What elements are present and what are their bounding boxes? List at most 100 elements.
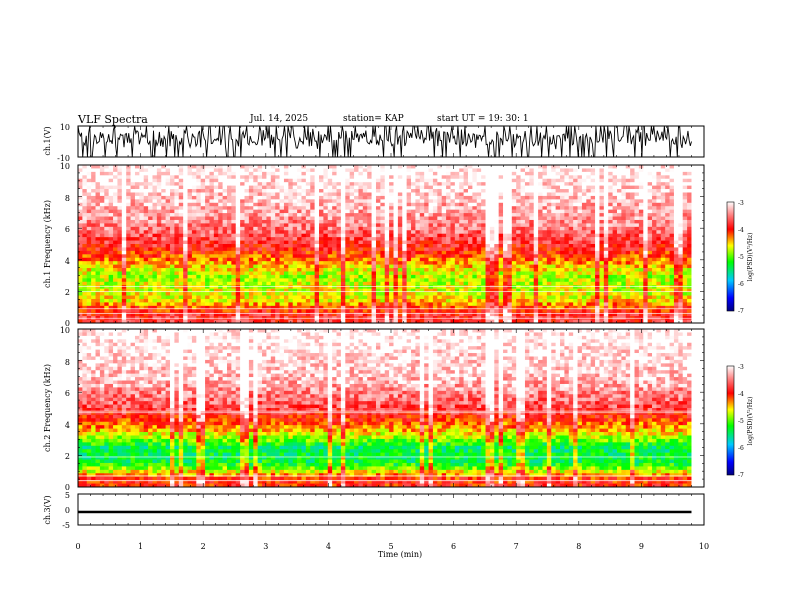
spectrogram-cell	[384, 292, 390, 296]
spectrogram-cell	[156, 171, 162, 176]
spectrogram-cell	[178, 305, 184, 310]
spectrogram-cell	[393, 199, 399, 204]
spectrogram-cell	[397, 295, 403, 300]
spectrogram-cell	[384, 195, 390, 200]
spectrogram-cell	[191, 244, 197, 248]
spectrogram-cell	[205, 254, 210, 259]
spectrogram-cell	[314, 295, 320, 300]
spectrogram-cell	[384, 271, 390, 276]
spectrogram-cell	[511, 295, 517, 300]
spectrogram-cell	[91, 295, 96, 300]
spectrogram-cell	[494, 268, 499, 272]
spectrogram-cell	[432, 182, 438, 186]
spectrogram-cell	[82, 178, 88, 183]
spectrogram-cell	[200, 219, 206, 224]
spectrogram-cell	[533, 247, 539, 252]
spectrogram-cell	[441, 285, 447, 289]
spectrogram-cell	[178, 237, 184, 241]
spectrogram-cell	[244, 171, 250, 176]
spectrogram-cell	[529, 268, 535, 272]
spectrogram-cell	[397, 247, 403, 252]
spectrogram-cell	[270, 285, 276, 289]
spectrogram-cell	[231, 264, 237, 269]
spectrogram-cell	[292, 302, 298, 307]
spectrogram-cell	[292, 244, 298, 248]
spectrogram-cell	[301, 206, 307, 210]
spectrogram-cell	[415, 302, 421, 307]
spectrogram-cell	[472, 250, 478, 255]
spectrogram-cell	[99, 178, 105, 183]
spectrogram-cell	[213, 171, 219, 176]
spectrogram-cell	[472, 254, 478, 259]
spectrogram-cell	[266, 268, 272, 272]
spectrogram-cell	[384, 165, 390, 169]
spectrogram-cell	[231, 182, 237, 186]
spectrogram-cell	[345, 271, 350, 276]
spectrogram-cell	[507, 219, 513, 224]
spectrogram-cell	[375, 213, 381, 217]
spectrogram-cell	[524, 302, 530, 307]
spectrogram-cell	[297, 278, 302, 283]
spectrogram-cell	[170, 264, 175, 269]
spectrogram-cell	[336, 185, 342, 190]
spectrogram-cell	[152, 281, 158, 286]
spectrogram-cell	[415, 165, 421, 169]
spectrogram-cell	[450, 298, 456, 303]
spectrogram-cell	[283, 257, 289, 262]
spectrogram-cell	[323, 247, 329, 252]
spectrogram-cell	[511, 250, 517, 255]
spectrogram-cell	[152, 278, 158, 283]
spectrogram-cell	[406, 213, 412, 217]
spectrogram-cell	[524, 288, 530, 293]
spectrogram-cell	[148, 274, 153, 279]
spectrogram-cell	[262, 288, 267, 293]
spectrogram-cell	[292, 250, 298, 255]
spectrogram-cell	[108, 271, 114, 276]
spectrogram-cell	[130, 288, 136, 293]
spectrogram-cell	[196, 202, 201, 207]
spectrogram-cell	[468, 268, 473, 272]
spectrogram-cell	[161, 244, 166, 248]
spectrogram-cell	[240, 165, 245, 169]
spectrogram-cell	[327, 244, 333, 248]
spectrogram-cell	[174, 199, 180, 204]
spectrogram-cell	[152, 247, 158, 252]
spectrogram-cell	[468, 247, 473, 252]
spectrogram-cell	[511, 274, 517, 279]
spectrogram-cell	[419, 309, 425, 313]
spectrogram-cell	[349, 285, 355, 289]
spectrogram-cell	[463, 302, 469, 307]
spectrogram-cell	[529, 254, 535, 259]
spectrogram-cell	[117, 192, 123, 197]
spectrogram-cell	[494, 195, 499, 200]
spectrogram-cell	[520, 298, 526, 303]
spectrogram-cell	[437, 244, 442, 248]
spectrogram-cell	[226, 268, 232, 272]
spectrogram-cell	[345, 281, 350, 286]
spectrogram-cell	[419, 168, 425, 173]
spectrogram-cell	[253, 285, 258, 289]
spectrogram-cell	[340, 274, 346, 279]
spectrogram-cell	[266, 206, 272, 210]
spectrogram-cell	[209, 309, 215, 313]
spectrogram-cell	[507, 257, 513, 262]
spectrogram-cell	[148, 185, 153, 190]
spectrogram-cell	[288, 219, 294, 224]
spectrogram-cell	[542, 182, 548, 186]
spectrogram-cell	[494, 281, 499, 286]
spectrogram-cell	[428, 185, 434, 190]
spectrogram-cell	[191, 199, 197, 204]
spectrogram-cell	[78, 240, 83, 245]
spectrogram-cell	[108, 226, 114, 231]
spectrogram-cell	[148, 271, 153, 276]
spectrogram-cell	[113, 182, 118, 186]
spectrogram-cell	[196, 257, 201, 262]
spectrogram-cell	[156, 230, 162, 234]
spectrogram-cell	[170, 202, 175, 207]
spectrogram-cell	[538, 295, 543, 300]
spectrogram-cell	[415, 261, 421, 265]
spectrogram-cell	[494, 175, 499, 180]
spectrogram-cell	[336, 288, 342, 293]
spectrogram-cell	[494, 319, 499, 324]
spectrogram-cell	[253, 192, 258, 197]
